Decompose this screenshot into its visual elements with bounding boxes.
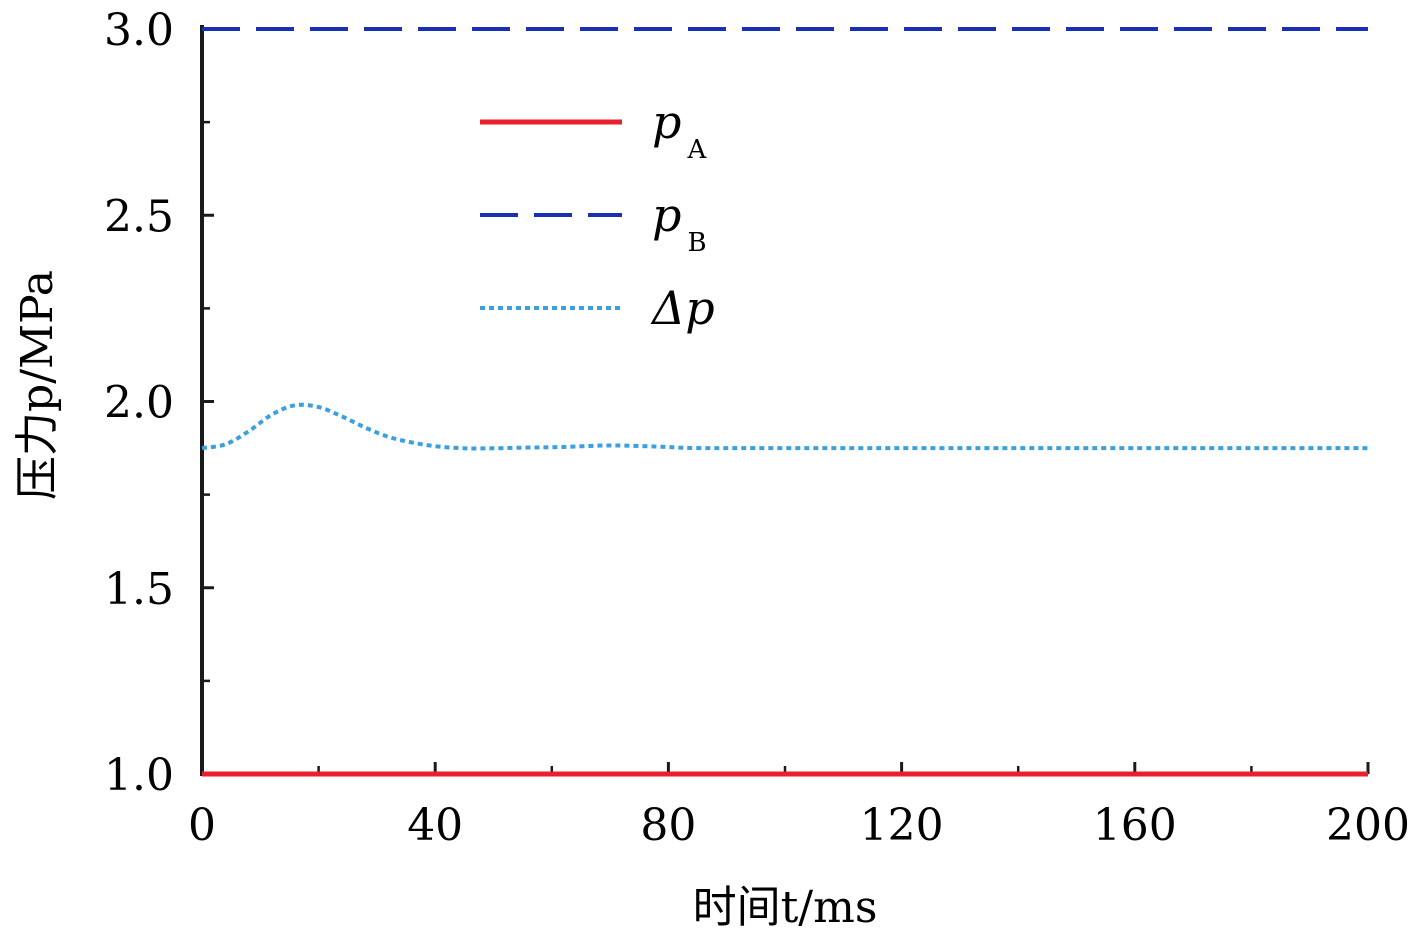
- y-axis-title: 压力p/MPa: [12, 270, 63, 500]
- x-tick-label: 80: [640, 800, 696, 851]
- y-tick-label: 1.5: [104, 564, 174, 615]
- x-tick-label: 0: [188, 800, 216, 851]
- x-tick-label: 40: [407, 800, 463, 851]
- legend-label-2: Δp: [650, 281, 715, 335]
- series-line-2: [201, 402, 1368, 451]
- y-tick-label: 2.0: [104, 378, 174, 429]
- legend: pA pB Δp: [480, 95, 715, 335]
- y-tick-label: 2.5: [104, 191, 174, 242]
- legend-label-0: pA: [652, 95, 707, 165]
- legend-label-1: pB: [652, 188, 707, 258]
- axes: 0 40 80 120 160 200 1.0 1.5 2.0 2.5 3.0: [104, 5, 1410, 851]
- y-tick-label: 3.0: [104, 5, 174, 56]
- x-tick-label: 160: [1093, 800, 1177, 851]
- x-tick-label: 200: [1326, 800, 1410, 851]
- y-tick-label: 1.0: [104, 750, 174, 801]
- x-axis-title: 时间t/ms: [693, 882, 878, 932]
- plot-lines: [201, 27, 1368, 777]
- x-tick-label: 120: [860, 800, 944, 851]
